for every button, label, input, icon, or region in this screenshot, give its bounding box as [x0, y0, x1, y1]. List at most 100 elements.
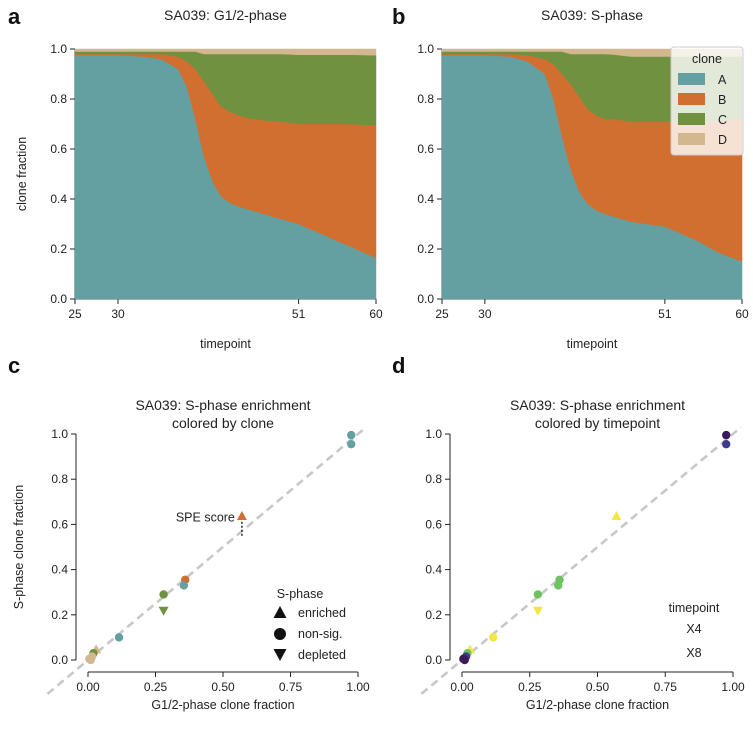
- y-axis-label: clone fraction: [15, 137, 29, 211]
- y-tick-label: 0.4: [50, 192, 67, 206]
- y-tick-label: 0.6: [51, 517, 68, 531]
- y-tick-label: 1.0: [425, 427, 442, 441]
- data-point: [159, 590, 168, 599]
- annotation-text: SPE score: [176, 511, 235, 525]
- legend-label: X8: [686, 646, 701, 660]
- y-tick-label: 0.8: [51, 472, 68, 486]
- y-tick-label: 0.0: [51, 653, 68, 667]
- chart-title: SA039: S-phase enrichment: [135, 397, 310, 413]
- panel-letter: b: [392, 4, 405, 29]
- x-tick-label: 0.25: [144, 680, 168, 694]
- y-tick-label: 0.8: [425, 472, 442, 486]
- data-point: [533, 590, 543, 599]
- x-axis-label: timepoint: [200, 337, 251, 351]
- data-point: [611, 510, 622, 520]
- y-tick-label: 0.6: [417, 142, 434, 156]
- legend-label: B: [718, 93, 726, 107]
- x-tick-label: 30: [111, 307, 125, 321]
- legend-marker: [273, 649, 287, 661]
- data-point: [158, 606, 169, 616]
- chart-subtitle: colored by timepoint: [535, 415, 660, 431]
- data-point: [460, 655, 469, 665]
- data-point: [86, 655, 95, 665]
- data-point: [179, 581, 189, 590]
- y-tick-label: 0.2: [50, 242, 67, 256]
- legend-swatch: [678, 133, 705, 145]
- legend-marker: [274, 628, 286, 640]
- legend-label: D: [718, 133, 727, 147]
- panel-letter: d: [392, 353, 405, 378]
- legend-label: enriched: [298, 606, 346, 620]
- x-tick-label: 0.00: [76, 680, 100, 694]
- x-axis-label: timepoint: [567, 337, 618, 351]
- data-point: [554, 581, 563, 590]
- y-tick-label: 0.2: [425, 608, 442, 622]
- y-tick-label: 0.0: [417, 292, 434, 306]
- data-point: [347, 430, 356, 440]
- y-tick-label: 0.2: [51, 608, 68, 622]
- x-tick-label: 51: [292, 307, 306, 321]
- x-tick-label: 1.00: [721, 680, 745, 694]
- panel-letter: a: [8, 4, 21, 29]
- x-tick-label: 51: [658, 307, 672, 321]
- legend-swatch: [678, 113, 705, 125]
- y-tick-label: 0.6: [425, 517, 442, 531]
- x-tick-label: 0.00: [450, 680, 474, 694]
- legend-label: X4: [686, 622, 701, 636]
- legend-label: A: [718, 73, 727, 87]
- y-tick-label: 0.4: [417, 192, 434, 206]
- y-tick-label: 0.6: [50, 142, 67, 156]
- diagonal-line: [420, 426, 742, 695]
- legend-label: non-sig.: [298, 627, 342, 641]
- y-tick-label: 0.0: [425, 653, 442, 667]
- panel-d: d SA039: S-phase enrichment colored by tim…: [392, 353, 745, 712]
- chart-title: SA039: G1/2-phase: [164, 7, 287, 23]
- panel-a: a SA039: G1/2-phase 0.0 0.2 0.4 0.6 0.8 1.0 25 30…: [8, 4, 383, 351]
- chart-title: SA039: S-phase: [541, 7, 643, 23]
- data-point: [722, 439, 731, 449]
- data-point: [488, 633, 498, 642]
- y-tick-label: 0.4: [425, 563, 442, 577]
- y-axis-label: S-phase clone fraction: [12, 485, 26, 609]
- y-tick-label: 1.0: [50, 42, 67, 56]
- x-tick-label: 0.50: [211, 680, 235, 694]
- area-series-D: [74, 48, 377, 56]
- y-tick-label: 0.0: [50, 292, 67, 306]
- y-tick-label: 0.8: [50, 92, 67, 106]
- legend-swatch: [678, 93, 705, 105]
- y-tick-label: 0.4: [51, 563, 68, 577]
- y-tick-label: 0.8: [417, 92, 434, 106]
- panel-letter: c: [8, 353, 20, 378]
- data-point: [114, 633, 124, 642]
- y-tick-label: 0.2: [417, 242, 434, 256]
- x-tick-label: 0.25: [518, 680, 542, 694]
- legend-title: clone: [692, 52, 722, 66]
- y-tick-label: 1.0: [417, 42, 434, 56]
- x-tick-label: 30: [478, 307, 492, 321]
- data-point: [532, 606, 543, 616]
- diagonal-line: [46, 426, 367, 695]
- x-tick-label: 0.50: [586, 680, 610, 694]
- legend-label: C: [718, 113, 727, 127]
- x-axis-label: G1/2-phase clone fraction: [526, 698, 669, 712]
- x-tick-label: 0.75: [279, 680, 303, 694]
- legend-label: depleted: [298, 648, 346, 662]
- chart-title: SA039: S-phase enrichment: [510, 397, 685, 413]
- y-tick-label: 1.0: [51, 427, 68, 441]
- data-point: [722, 430, 731, 440]
- data-point: [236, 510, 247, 520]
- x-tick-label: 60: [369, 307, 383, 321]
- legend-marker: [273, 606, 287, 618]
- x-tick-label: 60: [735, 307, 749, 321]
- data-point: [347, 439, 356, 449]
- legend-title: timepoint: [669, 601, 720, 615]
- x-axis-label: G1/2-phase clone fraction: [151, 698, 294, 712]
- panel-b: b SA039: S-phase 0.0 0.2 0.4 0.6 0.8 1.0 25 30 51 6…: [392, 4, 749, 351]
- chart-subtitle: colored by clone: [172, 415, 274, 431]
- x-tick-label: 25: [435, 307, 449, 321]
- x-tick-label: 0.75: [654, 680, 678, 694]
- x-tick-label: 1.00: [346, 680, 370, 694]
- panel-c: c SA039: S-phase enrichment colored by clo…: [8, 353, 370, 712]
- legend-swatch: [678, 73, 705, 85]
